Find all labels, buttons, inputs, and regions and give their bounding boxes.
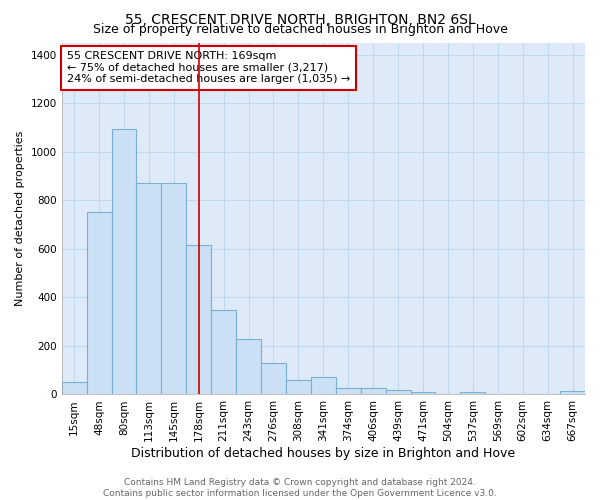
Bar: [361, 388, 386, 394]
Bar: [136, 184, 161, 394]
Bar: [386, 390, 410, 394]
Bar: [460, 392, 485, 394]
Text: 55, CRESCENT DRIVE NORTH, BRIGHTON, BN2 6SL: 55, CRESCENT DRIVE NORTH, BRIGHTON, BN2 …: [125, 12, 475, 26]
Bar: [286, 380, 311, 394]
Bar: [211, 310, 236, 394]
Bar: [86, 212, 112, 394]
Bar: [560, 392, 585, 394]
Bar: [410, 392, 436, 394]
Bar: [161, 184, 186, 394]
Bar: [336, 388, 361, 394]
Text: 55 CRESCENT DRIVE NORTH: 169sqm
← 75% of detached houses are smaller (3,217)
24%: 55 CRESCENT DRIVE NORTH: 169sqm ← 75% of…: [67, 52, 350, 84]
Bar: [186, 245, 211, 394]
Bar: [311, 378, 336, 394]
Bar: [62, 382, 86, 394]
Text: Size of property relative to detached houses in Brighton and Hove: Size of property relative to detached ho…: [92, 22, 508, 36]
Y-axis label: Number of detached properties: Number of detached properties: [15, 131, 25, 306]
Bar: [236, 339, 261, 394]
Text: Contains HM Land Registry data © Crown copyright and database right 2024.
Contai: Contains HM Land Registry data © Crown c…: [103, 478, 497, 498]
Bar: [112, 128, 136, 394]
X-axis label: Distribution of detached houses by size in Brighton and Hove: Distribution of detached houses by size …: [131, 447, 515, 460]
Bar: [261, 363, 286, 394]
